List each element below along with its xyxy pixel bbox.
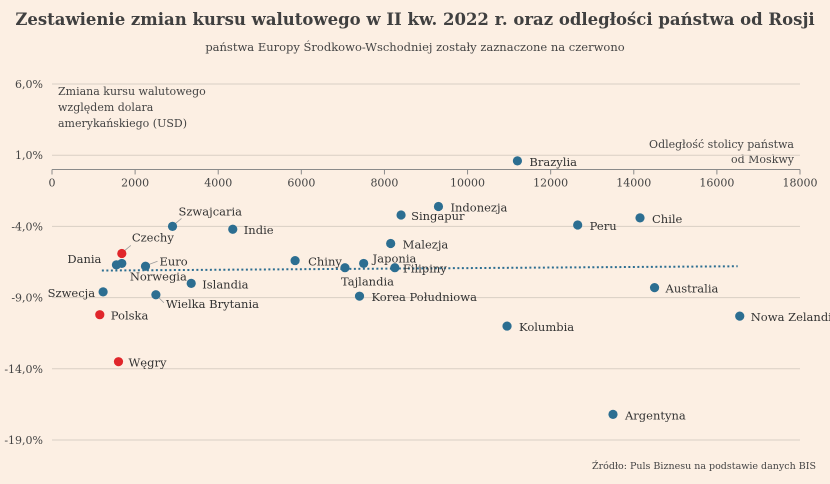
- data-point: [502, 321, 512, 331]
- point-label: Islandia: [202, 277, 248, 291]
- data-point: [167, 221, 178, 231]
- data-point: [354, 291, 365, 301]
- data-point: [635, 213, 645, 223]
- data-point: [359, 258, 369, 269]
- point-label: Chile: [652, 212, 683, 226]
- point-label: Singapur: [411, 209, 465, 223]
- point-label: Tajlandia: [341, 275, 394, 289]
- x-tick-label: 8000: [370, 176, 398, 189]
- point-label: Norwegia: [130, 269, 187, 283]
- point-label: Kolumbia: [519, 320, 574, 334]
- point-label: Nowa Zelandia: [751, 310, 830, 324]
- x-tick-label: 6000: [287, 176, 315, 189]
- leader-line: [175, 218, 182, 224]
- data-points: [95, 156, 745, 419]
- data-point: [573, 220, 583, 230]
- point-label: Dania: [67, 252, 101, 266]
- point-label: Korea Południowa: [372, 290, 478, 304]
- data-point: [151, 290, 161, 300]
- data-point: [386, 238, 396, 249]
- data-point: [186, 278, 196, 288]
- point-label: Polska: [111, 309, 149, 323]
- point-label: Malezja: [403, 237, 449, 251]
- point-label: Wielka Brytania: [166, 297, 259, 311]
- leader-lines: [124, 218, 182, 304]
- leader-line: [124, 245, 132, 251]
- data-point: [396, 210, 406, 220]
- point-label: Chiny: [308, 255, 342, 269]
- y-tick-label: -4,0%: [11, 220, 43, 233]
- y-tick-label: -19,0%: [4, 434, 43, 447]
- chart-title: Zestawienie zmian kursu walutowego w II …: [15, 10, 815, 29]
- data-point: [433, 201, 444, 212]
- point-label: Argentyna: [624, 408, 686, 422]
- point-label: Węgry: [128, 356, 166, 370]
- data-point: [340, 263, 350, 273]
- point-label: Brazylia: [529, 155, 577, 169]
- x-tick-label: 14000: [616, 176, 651, 189]
- x-tick-label: 16000: [699, 176, 734, 189]
- data-point: [98, 287, 108, 297]
- data-point: [735, 311, 745, 321]
- x-tick-label: 0: [49, 176, 56, 189]
- data-point: [117, 248, 127, 259]
- data-point: [649, 283, 660, 293]
- leader-line: [149, 260, 158, 265]
- data-point: [95, 310, 105, 320]
- y-tick-label: 1,0%: [15, 149, 43, 162]
- point-label: Japonia: [372, 251, 417, 265]
- chart-subtitle: państwa Europy Środkowo-Wschodniej zosta…: [205, 40, 625, 54]
- y-axis-label: Zmiana kursu walutowego względem dolara …: [58, 85, 206, 130]
- data-point: [608, 409, 618, 419]
- y-tick-label: 6,0%: [15, 78, 43, 91]
- point-label: Indonezja: [450, 200, 507, 214]
- data-point: [113, 357, 124, 367]
- point-label: Peru: [590, 219, 617, 233]
- y-tick-label: -14,0%: [4, 363, 43, 376]
- x-axis-label: Odległość stolicy państwa od Moskwy: [649, 138, 794, 166]
- x-tick-label: 18000: [783, 176, 818, 189]
- x-tick-label: 4000: [204, 176, 232, 189]
- source-note: Źródło: Puls Biznesu na podstawie danych…: [592, 461, 816, 472]
- point-label: Indie: [244, 223, 274, 237]
- data-point: [140, 261, 151, 271]
- point-label: Filipiny: [403, 262, 447, 276]
- point-label: Szwecja: [48, 286, 96, 300]
- data-point: [512, 156, 523, 166]
- data-point: [390, 263, 400, 273]
- point-label: Euro: [160, 254, 188, 268]
- point-label: Szwajcaria: [179, 204, 243, 218]
- point-label: Australia: [665, 282, 719, 296]
- data-point: [290, 255, 300, 266]
- x-tick-label: 2000: [121, 176, 149, 189]
- leader-line: [158, 297, 165, 304]
- x-tick-label: 10000: [450, 176, 485, 189]
- x-tick-label: 12000: [533, 176, 568, 189]
- data-point: [228, 224, 238, 234]
- point-label: Czechy: [132, 230, 175, 244]
- y-tick-label: -9,0%: [11, 292, 43, 305]
- x-axis: 0 2000 4000 6000 8000 10000 12000 14000 16000 180…: [49, 168, 818, 189]
- data-point: [117, 258, 127, 269]
